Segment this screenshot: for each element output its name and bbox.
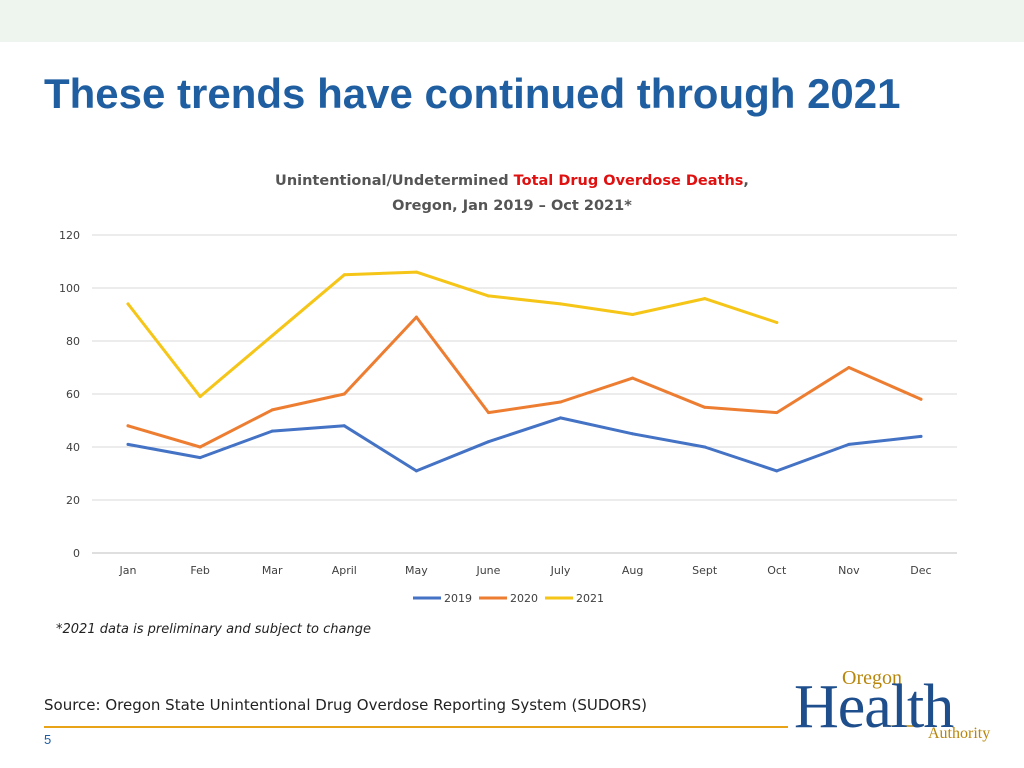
- data-point-2019-jan: [126, 442, 130, 446]
- x-tick-label-june: June: [475, 564, 500, 577]
- y-tick-label-0: 0: [73, 547, 80, 560]
- x-tick-label-nov: Nov: [838, 564, 860, 577]
- top-band: [0, 0, 1024, 42]
- data-point-2021-april: [342, 273, 346, 277]
- data-point-2020-oct: [775, 411, 779, 415]
- data-point-2020-jan: [126, 424, 130, 428]
- data-point-2019-sept: [703, 445, 707, 449]
- data-point-2019-dec: [919, 434, 923, 438]
- x-tick-label-dec: Dec: [910, 564, 931, 577]
- chart-title-highlight: Total Drug Overdose Deaths: [513, 173, 744, 189]
- x-tick-label-feb: Feb: [190, 564, 209, 577]
- y-tick-label-60: 60: [66, 388, 80, 401]
- source-text: Source: Oregon State Unintentional Drug …: [44, 696, 648, 714]
- chart-title-suffix: ,: [743, 173, 749, 189]
- data-point-2021-feb: [198, 395, 202, 399]
- data-point-2021-jan: [126, 302, 130, 306]
- x-tick-label-may: May: [405, 564, 428, 577]
- data-point-2021-sept: [703, 297, 707, 301]
- data-point-2020-july: [559, 400, 563, 404]
- y-tick-label-80: 80: [66, 335, 80, 348]
- data-point-2019-april: [342, 424, 346, 428]
- chart-subtitle: Oregon, Jan 2019 – Oct 2021*: [392, 198, 632, 214]
- x-tick-label-jan: Jan: [119, 564, 137, 577]
- data-point-2021-mar: [270, 334, 274, 338]
- data-point-2020-june: [486, 411, 490, 415]
- data-point-2020-nov: [847, 366, 851, 369]
- y-tick-label-40: 40: [66, 441, 80, 454]
- legend-label-2020: 2020: [510, 592, 538, 605]
- footer-divider: [44, 726, 788, 728]
- data-point-2020-may: [414, 315, 418, 319]
- logo-underline-icon: [888, 725, 922, 727]
- data-point-2019-mar: [270, 429, 274, 433]
- data-point-2019-nov: [847, 442, 851, 446]
- page-number: 5: [44, 732, 52, 747]
- y-tick-label-120: 120: [59, 229, 80, 242]
- data-point-2019-june: [486, 440, 490, 444]
- data-point-2019-feb: [198, 456, 202, 460]
- data-point-2021-june: [486, 294, 490, 298]
- data-point-2021-july: [559, 302, 563, 306]
- x-tick-label-july: July: [550, 564, 571, 577]
- oregon-health-authority-logo: Oregon Health Authority: [792, 664, 1004, 746]
- y-tick-label-100: 100: [59, 282, 80, 295]
- x-tick-label-sept: Sept: [692, 564, 718, 577]
- series-line-2019: [126, 416, 923, 473]
- data-point-2020-sept: [703, 405, 707, 409]
- logo-oregon: Oregon: [842, 667, 902, 689]
- chart-title-prefix: Unintentional/Undetermined: [275, 173, 514, 189]
- data-point-2020-mar: [270, 408, 274, 412]
- chart-title: Unintentional/Undetermined Total Drug Ov…: [0, 173, 1024, 189]
- legend-label-2019: 2019: [444, 592, 472, 605]
- logo-health: Health: [794, 673, 954, 741]
- data-point-2021-may: [414, 270, 418, 274]
- series-line-2021: [126, 270, 779, 399]
- x-tick-label-oct: Oct: [767, 564, 787, 577]
- data-point-2021-aug: [631, 313, 635, 316]
- data-point-2019-oct: [775, 469, 779, 473]
- data-point-2019-may: [414, 469, 418, 473]
- footnote: *2021 data is preliminary and subject to…: [56, 622, 371, 637]
- x-tick-label-april: April: [332, 564, 357, 577]
- data-point-2020-dec: [919, 397, 923, 401]
- slide-title: These trends have continued through 2021: [44, 70, 901, 117]
- legend-label-2021: 2021: [576, 592, 604, 605]
- data-point-2019-july: [559, 416, 563, 420]
- x-tick-label-mar: Mar: [262, 564, 283, 577]
- line-chart: 0 20 40 60 80 100 120 Jan Feb Mar April May June July…: [59, 229, 957, 605]
- series-line-2020: [126, 315, 923, 449]
- x-tick-label-aug: Aug: [622, 564, 643, 577]
- y-tick-label-20: 20: [66, 494, 80, 507]
- data-point-2019-aug: [631, 432, 635, 436]
- data-point-2020-aug: [631, 376, 635, 380]
- data-point-2020-feb: [198, 445, 202, 449]
- data-point-2021-oct: [775, 320, 779, 324]
- logo-authority: Authority: [928, 725, 991, 742]
- data-point-2020-april: [342, 392, 346, 396]
